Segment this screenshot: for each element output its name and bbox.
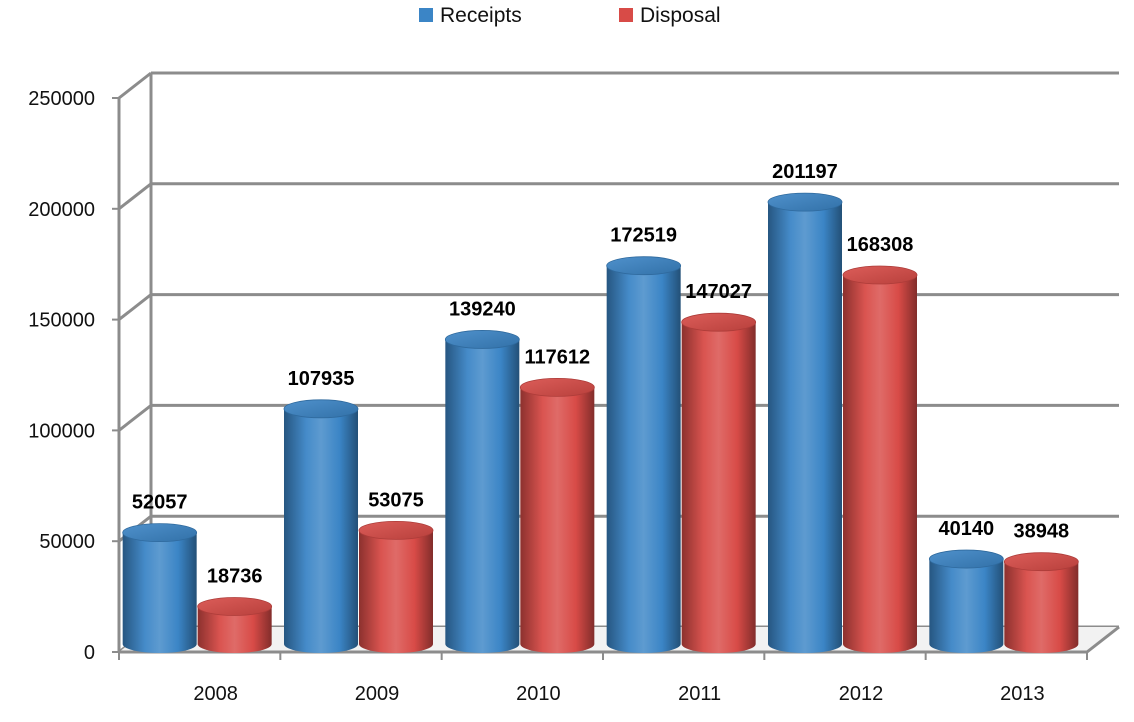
bar-disposal [842, 265, 918, 653]
data-label: 172519 [610, 225, 677, 247]
bar-body [929, 559, 1004, 653]
bar-disposal [1003, 552, 1079, 653]
data-label: 53075 [368, 489, 424, 511]
floor-edge [1086, 625, 1120, 654]
bar-body [445, 339, 520, 653]
data-label: 147027 [685, 281, 752, 303]
legend-swatch [619, 8, 633, 22]
bar-receipts [444, 330, 520, 653]
bar-receipts [767, 192, 843, 653]
x-tick-label: 2013 [1000, 683, 1045, 705]
bar-top [681, 312, 757, 332]
data-label: 18736 [207, 565, 263, 587]
y-tick-label: 0 [84, 642, 95, 664]
bar-receipts [283, 399, 359, 653]
bar-top [928, 549, 1004, 569]
bar-receipts [928, 549, 1004, 653]
y-tick-label: 150000 [28, 310, 95, 332]
data-label: 139240 [449, 298, 516, 320]
legend: Receipts Disposal [419, 4, 721, 27]
x-tick-label: 2010 [516, 683, 561, 705]
bar-top [1003, 552, 1079, 572]
data-label: 40140 [939, 518, 995, 540]
bar-body [1004, 561, 1079, 653]
bar-disposal [197, 597, 273, 653]
bar-top [519, 377, 595, 397]
legend-swatch [419, 8, 433, 22]
y-tick-label: 200000 [28, 199, 95, 221]
bar-body [768, 202, 842, 653]
bar-body [359, 530, 433, 653]
y-tick-label: 50000 [39, 531, 95, 553]
bar-disposal [358, 520, 434, 653]
bar-top [606, 256, 682, 276]
bar-body [606, 265, 681, 653]
data-labels: 52057 18736 107935 53075 139240 117612 172519 1… [132, 161, 1069, 587]
bar-disposal [681, 312, 757, 653]
y-tick-label: 250000 [28, 88, 95, 110]
bar-top [283, 399, 359, 419]
gridline-side [118, 404, 152, 432]
data-label: 107935 [288, 368, 355, 390]
bar-top [767, 192, 843, 212]
bar-body [843, 275, 917, 653]
bar-top [122, 523, 198, 543]
bar-top [358, 520, 434, 540]
bar-body [681, 322, 756, 653]
data-label: 38948 [1014, 521, 1070, 543]
bar-body [122, 532, 197, 653]
bar-top [197, 597, 273, 616]
legend-label: Disposal [640, 4, 721, 27]
x-tick-label: 2011 [678, 683, 721, 705]
bar-top [842, 265, 918, 285]
legend-label: Receipts [440, 4, 522, 27]
bar-body [520, 387, 595, 653]
gridline-side [118, 182, 152, 210]
data-label: 52057 [132, 492, 188, 514]
x-tick-label: 2012 [839, 683, 884, 705]
x-tick-label: 2008 [193, 683, 238, 705]
data-label: 201197 [772, 161, 838, 183]
bar-body [284, 408, 358, 653]
bar-disposal [519, 377, 595, 653]
gridline-side [118, 293, 152, 321]
bar-top [444, 330, 520, 349]
y-tick-label: 100000 [28, 420, 95, 442]
gridline-side [118, 71, 152, 100]
bar-receipts [606, 256, 682, 653]
x-tick-label: 2009 [355, 683, 400, 705]
bar-receipts [122, 523, 198, 653]
data-label: 168308 [847, 234, 914, 256]
data-label: 117612 [525, 346, 591, 368]
bar-body [197, 606, 272, 653]
bars [122, 192, 1079, 653]
